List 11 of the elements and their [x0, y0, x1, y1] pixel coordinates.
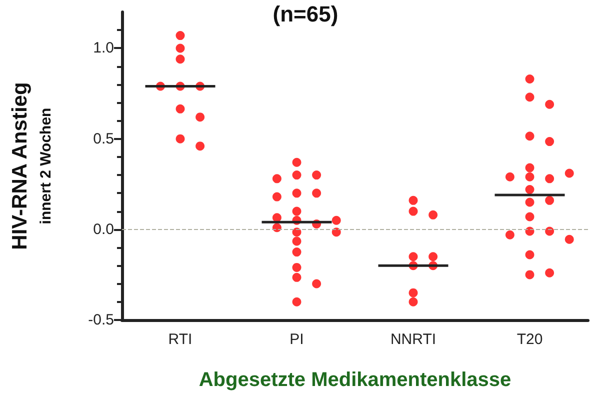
y-tick-label: -0.5 [88, 312, 114, 328]
y-tick-label: 0.0 [93, 220, 114, 238]
x-axis-title: Abgesetzte Medikamentenklasse [198, 369, 512, 391]
y-axis-title: HIV-RNA Anstieg innert 2 Wochen [8, 82, 54, 250]
x-tick-label: T20 [516, 331, 543, 348]
x-tick-label: RTI [168, 331, 192, 348]
x-tick-label: PI [290, 331, 304, 348]
x-tick-label: NNRTI [390, 331, 436, 348]
y-tick-label: 1.0 [93, 40, 114, 57]
y-tick-label: 0.5 [93, 130, 114, 148]
chart-title: (n=65) [272, 2, 338, 26]
